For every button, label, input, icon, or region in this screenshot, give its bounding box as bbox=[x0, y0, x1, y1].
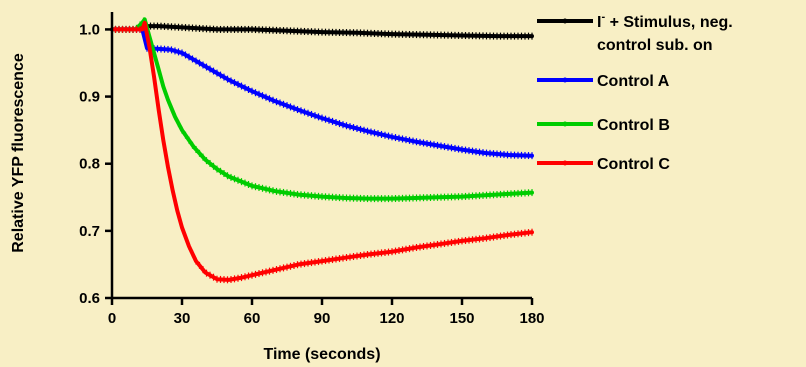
x-tick-label: 0 bbox=[108, 310, 116, 327]
x-tick-label: 150 bbox=[449, 310, 474, 327]
series-markers-2 bbox=[112, 26, 532, 159]
x-tick-label: 120 bbox=[379, 310, 404, 327]
y-axis-title: Relative YFP fluorescence bbox=[10, 53, 27, 253]
legend-label-4: Control C bbox=[597, 156, 670, 173]
legend-marker-4 bbox=[563, 161, 568, 166]
axes bbox=[112, 12, 532, 298]
legend-label-1-line-2: control sub. on bbox=[597, 37, 713, 54]
plot-area: 0 30 60 90 120 150 180 0.6 0.7 0.8 0.9 1.0 bbox=[79, 12, 544, 327]
legend-label-3: Control B bbox=[597, 117, 670, 134]
y-tick-label: 0.8 bbox=[79, 156, 100, 173]
legend-marker-3 bbox=[563, 122, 568, 127]
y-tick-label: 1.0 bbox=[79, 21, 100, 38]
legend-label-1-line-1: I- + Stimulus, neg. bbox=[597, 11, 733, 31]
y-tick-label: 0.6 bbox=[79, 290, 100, 307]
x-tick-label: 30 bbox=[174, 310, 191, 327]
y-tick-label: 0.7 bbox=[79, 223, 100, 240]
series-layer bbox=[112, 18, 532, 284]
y-ticks: 0.6 0.7 0.8 0.9 1.0 bbox=[79, 21, 112, 307]
legend: I- + Stimulus, neg. control sub. on Contro… bbox=[537, 11, 733, 173]
series-markers-1 bbox=[112, 23, 532, 40]
series-markers-3 bbox=[112, 18, 532, 203]
x-tick-label: 60 bbox=[244, 310, 261, 327]
series-line-3 bbox=[112, 19, 532, 198]
x-tick-label: 90 bbox=[314, 310, 331, 327]
x-tick-label: 180 bbox=[519, 310, 544, 327]
legend-marker-2 bbox=[563, 78, 568, 83]
x-axis-title: Time (seconds) bbox=[263, 346, 380, 363]
legend-label-2: Control A bbox=[597, 73, 670, 90]
legend-marker-1 bbox=[563, 19, 568, 24]
y-tick-label: 0.9 bbox=[79, 89, 100, 106]
x-ticks: 0 30 60 90 120 150 180 bbox=[108, 298, 545, 327]
